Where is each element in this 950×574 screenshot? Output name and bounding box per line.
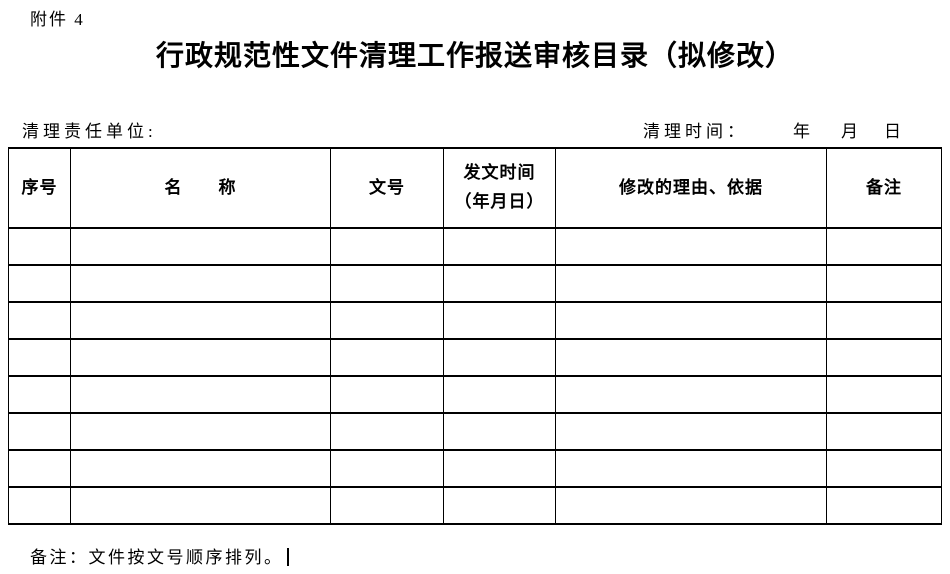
table-cell-r3-c1[interactable] [8, 301, 71, 340]
table-cell-r8-c6[interactable] [826, 486, 942, 525]
footer-note-text: 备注：文件按文号顺序排列。 [30, 548, 284, 567]
table-cell-r2-c4[interactable] [443, 264, 556, 303]
table-cell-r5-c2[interactable] [70, 375, 331, 414]
table-cell-r1-c4[interactable] [443, 227, 556, 266]
table-cell-r3-c3[interactable] [330, 301, 444, 340]
day-label: 日 [884, 122, 901, 141]
table-cell-r3-c2[interactable] [70, 301, 331, 340]
table-row [8, 264, 942, 303]
table-cell-r6-c2[interactable] [70, 412, 331, 451]
col-header-reason-label: 修改的理由、依据 [619, 177, 763, 197]
year-label: 年 [793, 122, 810, 141]
table-cell-r4-c6[interactable] [826, 338, 942, 377]
table-row [8, 375, 942, 414]
table-cell-r1-c5[interactable] [555, 227, 827, 266]
table-cell-r6-c6[interactable] [826, 412, 942, 451]
table-cell-r7-c5[interactable] [555, 449, 827, 488]
table-cell-r7-c4[interactable] [443, 449, 556, 488]
table-cell-r5-c4[interactable] [443, 375, 556, 414]
table-cell-r1-c6[interactable] [826, 227, 942, 266]
table-cell-r6-c3[interactable] [330, 412, 444, 451]
col-header-index: 序号 [8, 147, 71, 229]
table-cell-r8-c4[interactable] [443, 486, 556, 525]
table-row [8, 301, 942, 340]
table-cell-r1-c2[interactable] [70, 227, 331, 266]
table-cell-r2-c6[interactable] [826, 264, 942, 303]
col-header-issue-date-line2: （年月日） [454, 192, 545, 211]
table-cell-r7-c2[interactable] [70, 449, 331, 488]
catalog-table: 序号 名 称 文号 发文时间 （年月日） 修改的理由、依据 备注 [8, 147, 942, 525]
table-cell-r2-c5[interactable] [555, 264, 827, 303]
table-cell-r5-c6[interactable] [826, 375, 942, 414]
page-title: 行政规范性文件清理工作报送审核目录（拟修改） [155, 41, 794, 72]
table-cell-r4-c1[interactable] [8, 338, 71, 377]
col-header-docnumber-label: 文号 [369, 177, 405, 197]
table-cell-r3-c6[interactable] [826, 301, 942, 340]
table-cell-r5-c1[interactable] [8, 375, 71, 414]
table-row [8, 449, 942, 488]
footer-note: 备注：文件按文号顺序排列。 [30, 543, 289, 568]
table-cell-r1-c1[interactable] [8, 227, 71, 266]
table-row [8, 486, 942, 525]
table-cell-r5-c3[interactable] [330, 375, 444, 414]
col-header-docnumber: 文号 [330, 147, 444, 229]
col-header-reason: 修改的理由、依据 [555, 147, 827, 229]
table-cell-r1-c3[interactable] [330, 227, 444, 266]
table-row [8, 412, 942, 451]
table-row [8, 338, 942, 377]
table-cell-r8-c2[interactable] [70, 486, 331, 525]
col-header-name: 名 称 [70, 147, 331, 229]
col-header-issue-date: 发文时间 （年月日） [443, 147, 556, 229]
col-header-index-label: 序号 [21, 177, 58, 197]
month-label: 月 [841, 122, 858, 141]
table-cell-r8-c3[interactable] [330, 486, 444, 525]
table-row [8, 227, 942, 266]
attachment-label: 附件 4 [30, 10, 85, 29]
col-header-issue-date-line1: 发文时间 [463, 163, 536, 183]
table-cell-r6-c1[interactable] [8, 412, 71, 451]
table-cell-r6-c4[interactable] [443, 412, 556, 451]
col-header-name-label: 名 称 [164, 177, 237, 197]
table-cell-r5-c5[interactable] [555, 375, 827, 414]
table-cell-r7-c3[interactable] [330, 449, 444, 488]
table-cell-r7-c1[interactable] [8, 449, 71, 488]
table-cell-r2-c2[interactable] [70, 264, 331, 303]
table-cell-r4-c5[interactable] [555, 338, 827, 377]
col-header-remarks-label: 备注 [866, 177, 902, 197]
table-cell-r4-c3[interactable] [330, 338, 444, 377]
text-cursor [286, 548, 289, 566]
table-cell-r3-c5[interactable] [555, 301, 827, 340]
table-cell-r3-c4[interactable] [443, 301, 556, 340]
table-cell-r6-c5[interactable] [555, 412, 827, 451]
table-cell-r8-c1[interactable] [8, 486, 71, 525]
table-cell-r8-c5[interactable] [555, 486, 827, 525]
cleanup-time-label: 清理时间： [643, 122, 748, 141]
table-cell-r4-c4[interactable] [443, 338, 556, 377]
meta-row: 清理责任单位: 清理时间： 年 月 日 [0, 117, 950, 141]
table-header-row: 序号 名 称 文号 发文时间 （年月日） 修改的理由、依据 备注 [8, 147, 942, 229]
table-cell-r7-c6[interactable] [826, 449, 942, 488]
table-cell-r2-c1[interactable] [8, 264, 71, 303]
table-cell-r4-c2[interactable] [70, 338, 331, 377]
table-cell-r2-c3[interactable] [330, 264, 444, 303]
cleanup-unit-label: 清理责任单位: [22, 122, 157, 141]
col-header-remarks: 备注 [826, 147, 942, 229]
